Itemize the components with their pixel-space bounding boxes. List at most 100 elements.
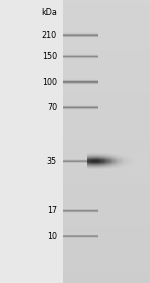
Bar (113, 154, 115, 155)
Bar (97, 168, 98, 169)
Bar (133, 156, 134, 157)
Bar (136, 163, 138, 164)
Bar (89, 167, 91, 168)
Bar (93, 167, 94, 168)
Bar (110, 161, 111, 162)
Bar (139, 156, 140, 157)
Bar (63, 162, 98, 163)
Bar (63, 236, 98, 237)
Bar (93, 163, 94, 164)
Bar (106, 162, 108, 163)
Bar (128, 154, 129, 155)
Bar (109, 163, 110, 164)
Bar (99, 165, 100, 166)
Bar (95, 161, 97, 162)
Bar (133, 161, 134, 162)
Bar (91, 162, 92, 163)
Bar (130, 163, 132, 164)
Bar (145, 159, 146, 160)
Bar (137, 158, 139, 159)
Bar (63, 35, 98, 36)
Bar (94, 155, 96, 156)
Bar (128, 160, 129, 161)
Bar (127, 153, 128, 154)
Bar (99, 168, 100, 169)
Bar (89, 162, 91, 163)
Bar (121, 158, 122, 159)
Bar (124, 155, 126, 156)
Bar (137, 162, 139, 163)
Bar (131, 158, 133, 159)
Bar (117, 166, 118, 167)
Bar (112, 156, 114, 157)
Bar (113, 155, 115, 156)
Bar (133, 165, 134, 166)
Bar (127, 168, 128, 169)
Bar (87, 168, 88, 169)
Bar (107, 168, 109, 169)
Bar (122, 165, 123, 166)
Bar (109, 167, 110, 168)
Bar (143, 157, 145, 158)
Bar (125, 157, 127, 158)
Bar (142, 158, 144, 159)
Bar (117, 153, 118, 154)
Bar (122, 167, 123, 168)
Bar (134, 167, 135, 168)
Bar (134, 161, 135, 162)
Bar (95, 166, 97, 167)
Bar (130, 158, 132, 159)
Bar (63, 169, 150, 173)
Bar (119, 163, 121, 164)
Bar (95, 162, 97, 163)
Bar (129, 156, 130, 157)
Bar (63, 226, 150, 230)
Bar (122, 154, 123, 155)
Bar (142, 164, 144, 165)
Bar (116, 153, 117, 154)
Bar (112, 161, 114, 162)
Bar (124, 156, 126, 157)
Bar (116, 167, 117, 168)
Bar (130, 157, 132, 158)
Bar (92, 154, 93, 155)
Bar (128, 160, 129, 161)
Bar (63, 127, 150, 131)
Bar (121, 154, 122, 155)
Bar (121, 163, 122, 164)
Bar (104, 158, 105, 159)
Bar (101, 155, 103, 156)
Bar (131, 154, 133, 155)
Bar (101, 163, 103, 164)
Bar (136, 168, 138, 169)
Bar (101, 162, 103, 163)
Bar (123, 161, 124, 162)
Bar (107, 154, 109, 155)
Bar (118, 164, 120, 165)
Bar (99, 162, 100, 163)
Bar (121, 168, 122, 169)
Bar (111, 162, 112, 163)
Bar (95, 161, 97, 162)
Bar (103, 158, 104, 159)
Bar (146, 157, 147, 158)
Bar (112, 166, 114, 167)
Bar (127, 157, 128, 158)
Bar (142, 166, 144, 167)
Bar (91, 156, 92, 157)
Bar (128, 165, 129, 166)
Bar (119, 164, 121, 165)
Bar (145, 156, 146, 157)
Bar (63, 35, 98, 36)
Bar (130, 162, 132, 163)
Bar (63, 84, 98, 85)
Bar (87, 162, 88, 163)
Bar (115, 157, 116, 158)
Bar (141, 159, 142, 160)
Bar (116, 166, 117, 167)
Bar (63, 84, 150, 88)
Bar (116, 158, 117, 159)
Bar (145, 162, 146, 163)
Bar (98, 163, 99, 164)
Bar (87, 153, 88, 154)
